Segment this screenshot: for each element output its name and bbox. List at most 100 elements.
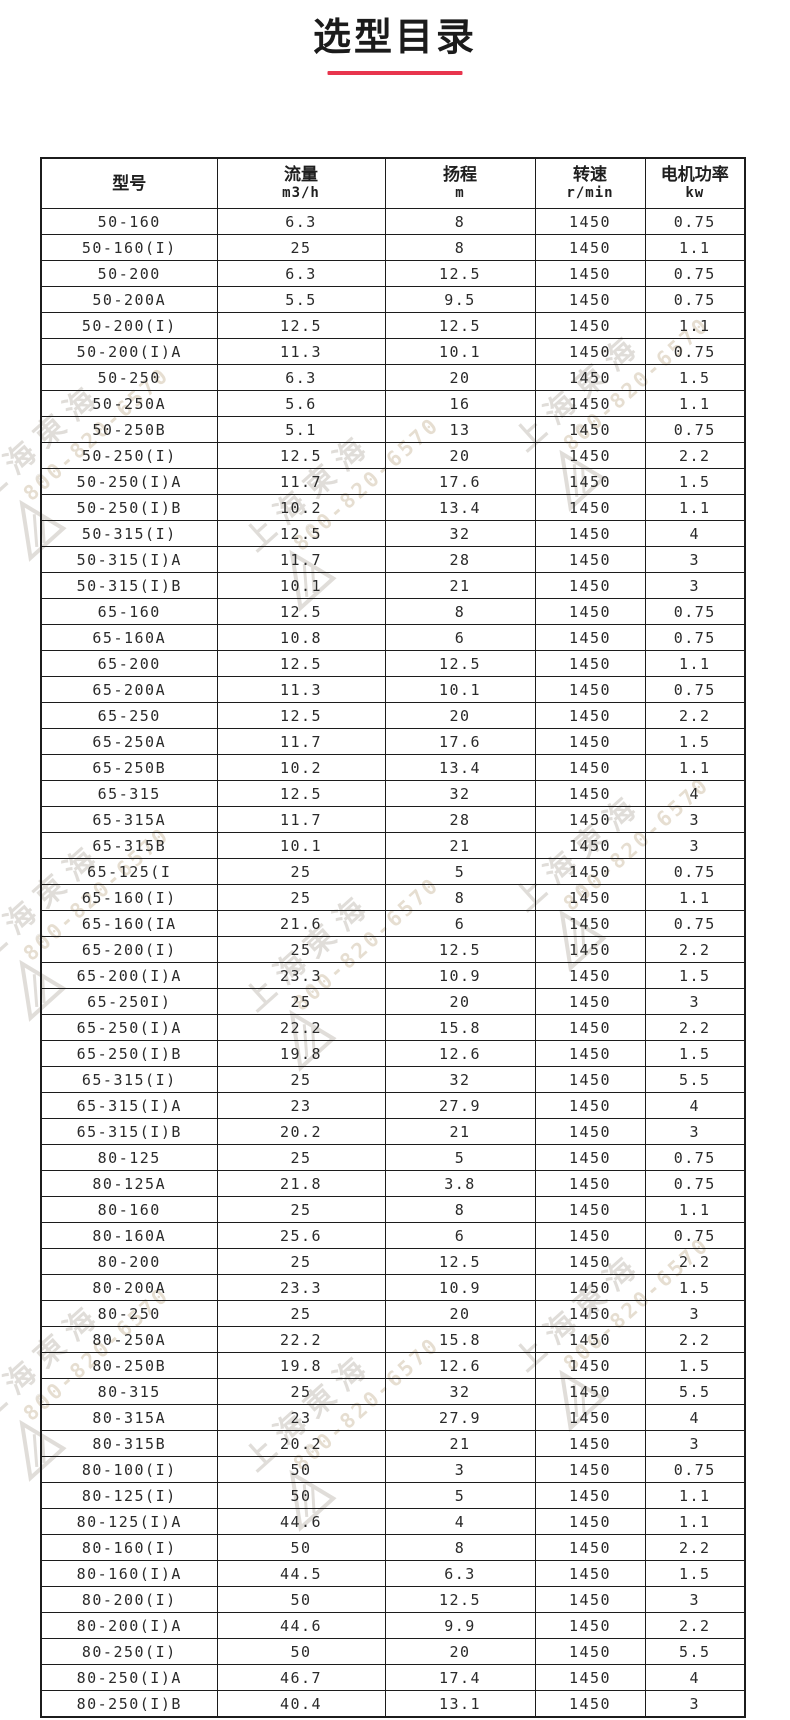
table-cell: 2.2 [644,1612,746,1639]
table-cell: 80-160A [40,1222,218,1249]
table-cell: 1450 [534,1508,646,1535]
table-cell: 80-250(I)A [40,1664,218,1691]
table-cell: 4 [644,1404,746,1431]
table-cell: 1450 [534,1248,646,1275]
table-row: 50-250(I) 12.5 20 1450 2.2 [40,442,746,469]
table-cell: 50-250(I) [40,442,218,469]
table-cell: 1450 [534,1664,646,1691]
table-cell: 80-200(I)A [40,1612,218,1639]
table-cell: 65-200(I)A [40,962,218,989]
table-cell: 11.7 [216,468,386,495]
table-row: 65-160(I) 25 8 1450 1.1 [40,884,746,911]
table-cell: 65-315 [40,780,218,807]
table-cell: 1450 [534,338,646,365]
table-cell: 44.6 [216,1508,386,1535]
table-cell: 50-200 [40,260,218,287]
col-header-model: 型号 [40,157,218,209]
table-cell: 50-315(I)B [40,572,218,599]
table-cell: 1450 [534,364,646,391]
table-row: 65-315(I)B 20.2 21 1450 3 [40,1118,746,1145]
table-cell: 0.75 [644,208,746,235]
table-cell: 1450 [534,754,646,781]
table-cell: 1450 [534,1534,646,1561]
table-row: 65-315 12.5 32 1450 4 [40,780,746,807]
table-cell: 17.6 [384,468,536,495]
table-cell: 12.6 [384,1040,536,1067]
table-row: 80-315A 23 27.9 1450 4 [40,1404,746,1431]
table-row: 65-200A 11.3 10.1 1450 0.75 [40,676,746,703]
table-cell: 80-250(I) [40,1638,218,1665]
col-header-head: 扬程 m [384,157,536,209]
table-cell: 1450 [534,832,646,859]
table-cell: 80-160(I) [40,1534,218,1561]
table-cell: 6.3 [384,1560,536,1587]
table-cell: 1.5 [644,1352,746,1379]
table-cell: 25.6 [216,1222,386,1249]
table-cell: 3 [644,832,746,859]
table-cell: 0.75 [644,1170,746,1197]
table-body: 50-160 6.3 8 1450 0.75 50-160(I) 25 8 1450 1.1 50-… [40,208,746,1718]
table-cell: 1.5 [644,728,746,755]
table-cell: 80-125(I) [40,1482,218,1509]
table-cell: 12.5 [216,312,386,339]
table-cell: 1450 [534,1300,646,1327]
table-cell: 6 [384,1222,536,1249]
table-cell: 1450 [534,1118,646,1145]
table-cell: 50-160 [40,208,218,235]
table-cell: 11.7 [216,728,386,755]
table-cell: 21 [384,572,536,599]
table-header-row: 型号 流量 m3/h 扬程 m 转速 r/min 电机功 [40,157,746,209]
table-cell: 65-200(I) [40,936,218,963]
table-cell: 13 [384,416,536,443]
table-cell: 1450 [534,858,646,885]
table-cell: 21 [384,832,536,859]
table-cell: 1.1 [644,312,746,339]
table-cell: 6.3 [216,364,386,391]
table-cell: 10.1 [384,338,536,365]
table-cell: 25 [216,884,386,911]
table-cell: 17.6 [384,728,536,755]
table-row: 80-160(I) 50 8 1450 2.2 [40,1534,746,1561]
table-cell: 1.5 [644,1274,746,1301]
table-cell: 13.4 [384,754,536,781]
table-row: 65-250B 10.2 13.4 1450 1.1 [40,754,746,781]
table-cell: 32 [384,1066,536,1093]
table-cell: 1.5 [644,962,746,989]
table-cell: 25 [216,234,386,261]
table-cell: 11.3 [216,338,386,365]
table-row: 80-250(I)B 40.4 13.1 1450 3 [40,1690,746,1718]
table-cell: 1450 [534,1092,646,1119]
table-cell: 1450 [534,546,646,573]
table-cell: 50 [216,1586,386,1613]
table-cell: 4 [644,780,746,807]
table-cell: 80-200 [40,1248,218,1275]
table-cell: 65-160(I) [40,884,218,911]
table-cell: 1450 [534,494,646,521]
table-cell: 8 [384,884,536,911]
header-unit: m3/h [282,185,320,202]
table-cell: 80-315B [40,1430,218,1457]
table-row: 65-250(I)A 22.2 15.8 1450 2.2 [40,1014,746,1041]
table-row: 80-250A 22.2 15.8 1450 2.2 [40,1326,746,1353]
table-cell: 50-250(I)A [40,468,218,495]
table-cell: 65-315B [40,832,218,859]
table-cell: 0.75 [644,1144,746,1171]
header-unit: m [455,185,465,202]
table-cell: 80-250A [40,1326,218,1353]
table-cell: 3.8 [384,1170,536,1197]
table-row: 50-250 6.3 20 1450 1.5 [40,364,746,391]
table-cell: 1450 [534,1456,646,1483]
table-cell: 1450 [534,1352,646,1379]
table-cell: 0.75 [644,260,746,287]
table-cell: 1450 [534,1690,646,1718]
table-cell: 50-250B [40,416,218,443]
table-cell: 16 [384,390,536,417]
table-cell: 1450 [534,1430,646,1457]
table-cell: 1450 [534,1612,646,1639]
table-row: 65-250A 11.7 17.6 1450 1.5 [40,728,746,755]
table-cell: 0.75 [644,598,746,625]
table-cell: 1450 [534,1586,646,1613]
table-cell: 20 [384,702,536,729]
table-cell: 3 [644,1430,746,1457]
table-cell: 80-250(I)B [40,1690,218,1718]
